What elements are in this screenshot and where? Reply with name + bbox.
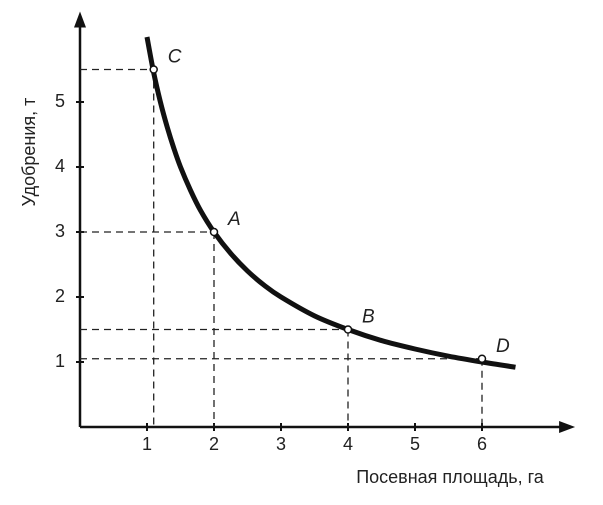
x-tick-label: 2 bbox=[209, 434, 219, 454]
y-tick-label: 1 bbox=[55, 351, 65, 371]
point-label: B bbox=[362, 307, 375, 328]
y-tick-label: 5 bbox=[55, 91, 65, 111]
point bbox=[149, 65, 158, 74]
y-tick-label: 2 bbox=[55, 286, 65, 306]
point-label: C bbox=[168, 47, 182, 68]
x-tick-label: 4 bbox=[343, 434, 353, 454]
point bbox=[477, 354, 487, 363]
y-tick-label: 4 bbox=[55, 156, 65, 176]
x-tick-label: 1 bbox=[142, 434, 152, 454]
point bbox=[343, 325, 353, 334]
x-axis-arrow bbox=[559, 421, 576, 433]
x-axis-title: Посевная площадь, га bbox=[356, 467, 545, 487]
y-tick-label: 3 bbox=[55, 221, 65, 241]
x-tick-label: 6 bbox=[477, 434, 487, 454]
y-axis-title: Удобрения, т bbox=[19, 98, 39, 207]
x-tick-label: 3 bbox=[276, 434, 286, 454]
point-label: A bbox=[227, 209, 241, 230]
point-label: D bbox=[496, 336, 510, 357]
curve bbox=[144, 36, 516, 370]
y-axis-arrow bbox=[74, 11, 86, 28]
point bbox=[209, 227, 219, 237]
x-tick-label: 5 bbox=[410, 434, 420, 454]
